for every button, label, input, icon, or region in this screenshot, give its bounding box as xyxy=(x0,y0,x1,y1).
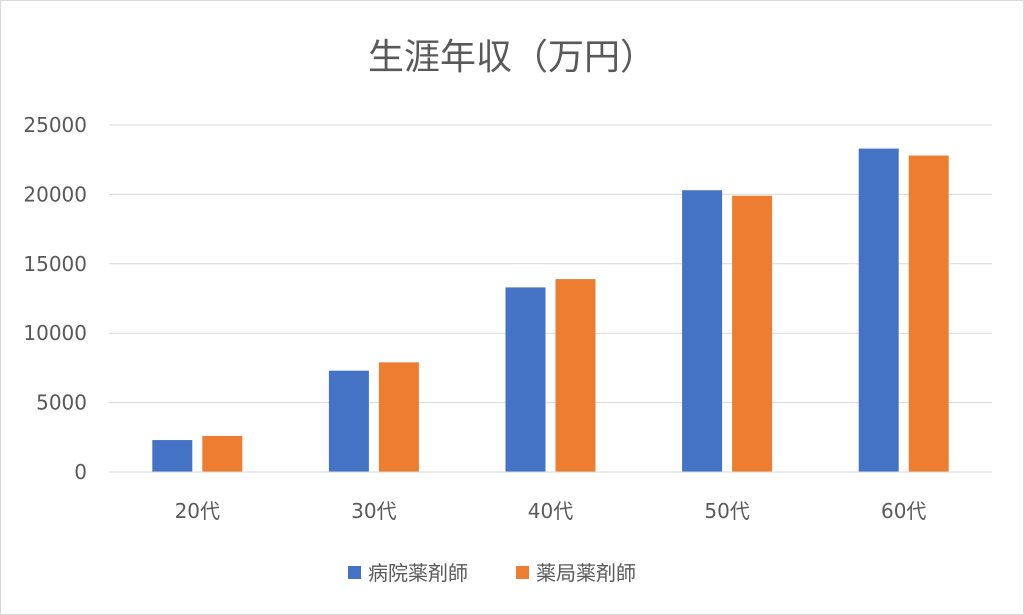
y-tick-label: 25000 xyxy=(23,113,87,137)
legend: 病院薬剤師 薬局薬剤師 xyxy=(348,561,636,585)
y-tick-label: 20000 xyxy=(23,182,87,206)
bar-hospital-3 xyxy=(682,190,723,472)
bar-hospital-4 xyxy=(858,148,899,472)
y-axis-ticks: 0 5000 10000 15000 20000 25000 xyxy=(23,113,87,484)
y-tick-label: 5000 xyxy=(36,391,87,415)
y-tick-label: 10000 xyxy=(23,321,87,345)
bars xyxy=(152,148,949,472)
x-tick-label: 20代 xyxy=(175,499,220,523)
legend-swatch xyxy=(516,566,529,579)
x-tick-label: 30代 xyxy=(351,499,396,523)
bar-pharmacy-1 xyxy=(378,362,419,472)
legend-swatch xyxy=(348,566,361,579)
chart-title: 生涯年収（万円） xyxy=(368,37,656,78)
x-tick-label: 60代 xyxy=(881,499,926,523)
bar-hospital-0 xyxy=(152,440,193,472)
x-tick-label: 50代 xyxy=(704,499,749,523)
gridlines xyxy=(109,124,992,404)
legend-label: 病院薬剤師 xyxy=(368,561,468,585)
bar-pharmacy-4 xyxy=(908,155,949,472)
bar-pharmacy-2 xyxy=(555,279,596,472)
bar-hospital-2 xyxy=(505,287,546,472)
bar-pharmacy-3 xyxy=(732,195,773,472)
x-tick-label: 40代 xyxy=(528,499,573,523)
bar-pharmacy-0 xyxy=(202,435,243,472)
legend-label: 薬局薬剤師 xyxy=(536,561,636,585)
bar-hospital-1 xyxy=(328,370,369,472)
x-axis-ticks: 20代 30代 40代 50代 60代 xyxy=(175,499,927,523)
y-tick-label: 15000 xyxy=(23,252,87,276)
y-tick-label: 0 xyxy=(74,460,87,484)
